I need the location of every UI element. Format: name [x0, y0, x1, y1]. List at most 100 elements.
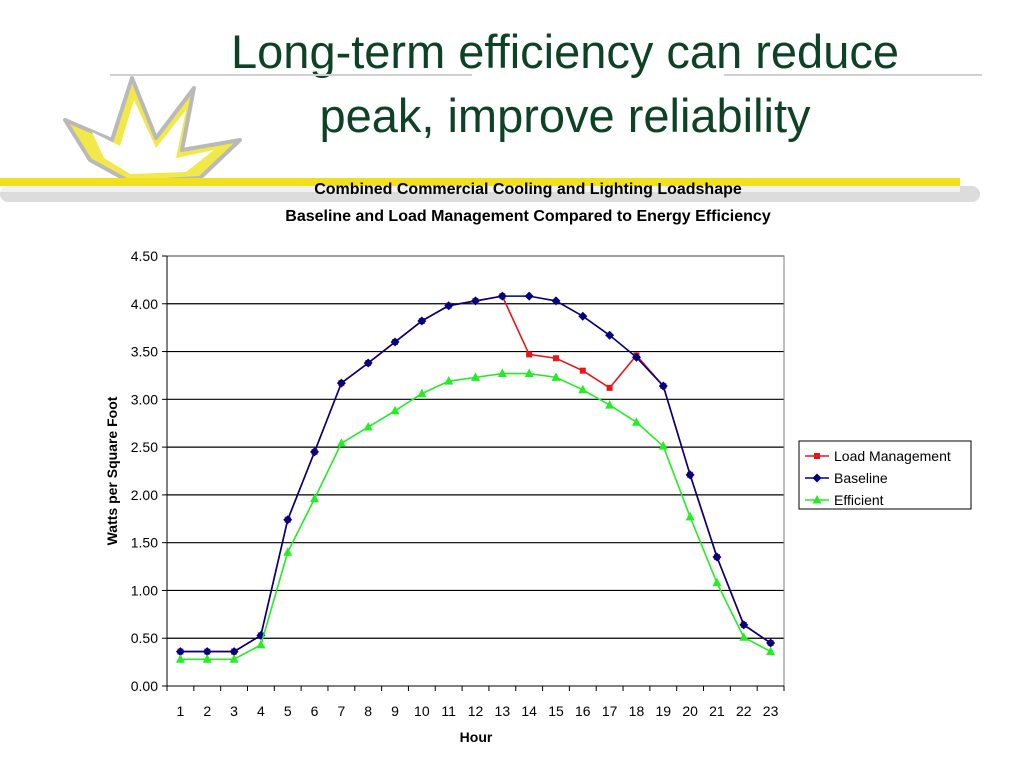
data-point	[310, 493, 320, 503]
x-tick-label: 20	[682, 703, 698, 719]
data-point	[175, 647, 185, 657]
x-tick-label: 18	[629, 703, 645, 719]
x-tick-label: 5	[284, 703, 292, 719]
data-point	[766, 646, 776, 656]
data-point	[685, 511, 695, 521]
series-baseline	[175, 291, 776, 657]
grid-lines	[167, 255, 784, 639]
data-point	[605, 400, 615, 409]
data-point	[202, 654, 212, 663]
data-point	[605, 330, 615, 340]
x-tick-label: 15	[548, 703, 564, 719]
x-axis-label: Hour	[460, 729, 493, 745]
data-point	[658, 441, 668, 450]
series-load-management	[177, 293, 774, 655]
lightning-burst-icon	[0, 74, 982, 202]
data-point	[551, 372, 561, 381]
y-tick-label: 0.50	[131, 630, 158, 646]
data-point	[229, 647, 239, 657]
data-point	[578, 311, 588, 321]
data-point	[524, 291, 534, 301]
data-point	[336, 378, 346, 388]
series-line	[180, 372, 771, 661]
x-tick-label: 11	[441, 703, 456, 719]
x-tick-labels: 1 2 3 4 5 6 7 8 9 10 11 12 13 14 15 16 17 18 19 20 21 22 23	[166, 686, 785, 719]
data-point	[526, 351, 533, 358]
x-tick-label: 22	[736, 703, 752, 719]
y-tick-labels: 0.00 0.50 1.00 1.50 2.00 2.50 3.00 3.50 4.00 4.50	[131, 248, 167, 694]
data-point	[712, 577, 722, 587]
data-point	[363, 358, 373, 368]
data-point	[766, 638, 776, 648]
x-tick-label: 19	[655, 703, 671, 719]
slide-title-line2: peak, improve reliability	[319, 89, 811, 142]
data-point	[739, 620, 749, 630]
data-point	[417, 388, 427, 398]
x-tick-label: 23	[763, 703, 779, 719]
data-point	[471, 296, 480, 306]
data-point	[310, 447, 320, 457]
legend-item: Efficient	[805, 492, 884, 508]
plot-border	[166, 255, 785, 687]
data-point	[444, 301, 454, 311]
series-lines	[175, 291, 776, 663]
x-tick-label: 17	[602, 703, 618, 719]
data-point	[202, 647, 212, 657]
x-tick-label: 1	[177, 703, 185, 719]
data-point	[552, 355, 559, 362]
legend-label: Efficient	[834, 492, 884, 508]
data-point	[390, 405, 400, 415]
x-tick-label: 3	[230, 703, 238, 719]
series-efficient	[175, 368, 776, 663]
data-point	[658, 381, 668, 391]
legend-item: Baseline	[805, 470, 888, 486]
data-point	[363, 422, 373, 431]
x-tick-label: 2	[203, 703, 211, 719]
y-tick-label: 0.00	[131, 678, 158, 694]
legend-swatch-marker	[812, 495, 822, 504]
x-tick-label: 9	[391, 703, 399, 719]
y-tick-label: 3.00	[131, 391, 158, 407]
y-tick-label: 4.00	[131, 296, 158, 312]
x-tick-label: 13	[495, 703, 511, 719]
x-tick-label: 8	[364, 703, 372, 719]
data-point	[256, 639, 266, 649]
data-point	[229, 654, 239, 663]
x-tick-label: 7	[337, 703, 345, 719]
data-point	[283, 515, 293, 525]
data-point	[497, 291, 507, 301]
data-point	[336, 438, 346, 447]
y-axis-label: Watts per Square Foot	[104, 396, 120, 545]
data-point	[524, 368, 534, 378]
x-tick-label: 16	[575, 703, 591, 719]
data-point	[551, 296, 561, 306]
y-tick-label: 2.00	[131, 487, 158, 503]
legend-item: Load Management	[805, 448, 951, 464]
data-point	[579, 367, 586, 374]
data-point	[444, 376, 454, 385]
data-point	[471, 372, 480, 381]
chart-subtitle: Baseline and Load Management Compared to…	[285, 208, 771, 225]
x-tick-label: 14	[521, 703, 537, 719]
legend-label: Load Management	[834, 448, 951, 464]
series-line	[180, 295, 772, 653]
y-tick-label: 3.50	[131, 344, 158, 360]
data-point	[390, 337, 400, 347]
data-point	[631, 352, 641, 362]
data-point	[606, 384, 613, 391]
x-tick-label: 6	[311, 703, 319, 719]
data-point	[417, 316, 427, 326]
x-tick-label: 21	[709, 703, 725, 719]
x-tick-label: 12	[468, 703, 484, 719]
legend-swatch-marker	[814, 453, 820, 459]
data-point	[631, 417, 641, 426]
data-point	[497, 368, 507, 378]
slide-title-line1: Long-term efficiency can reduce	[231, 25, 899, 78]
data-point	[685, 470, 695, 480]
x-tick-label: 10	[414, 703, 430, 719]
y-tick-label: 1.50	[131, 535, 158, 551]
y-tick-label: 4.50	[131, 248, 158, 264]
legend-box	[798, 440, 972, 510]
chart-title: Combined Commercial Cooling and Lighting…	[314, 181, 742, 198]
